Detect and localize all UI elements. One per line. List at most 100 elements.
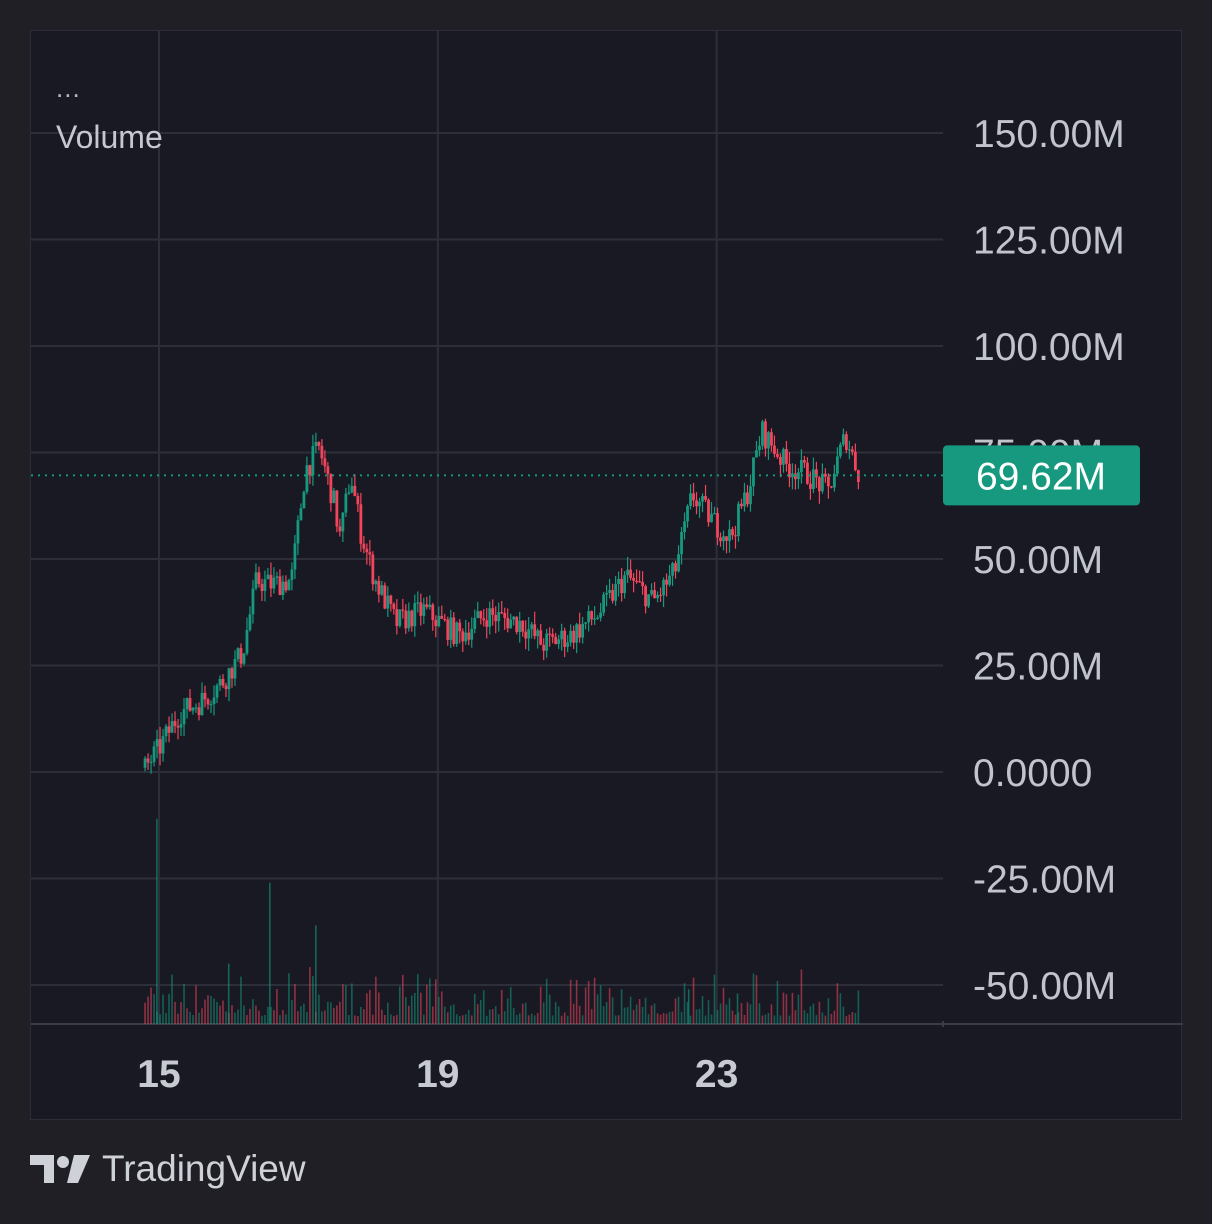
- candle-body: [146, 758, 150, 763]
- candle-body: [767, 432, 770, 449]
- candle-body: [569, 630, 573, 643]
- candle-body: [317, 442, 321, 446]
- candle-body: [500, 612, 504, 614]
- candle-body: [281, 581, 285, 596]
- candle-body: [692, 493, 695, 501]
- candle-body: [542, 644, 546, 651]
- candle-body: [212, 697, 216, 705]
- y-tick-label: 50.00M: [973, 539, 1103, 582]
- candle-body: [803, 460, 806, 463]
- candle-body: [785, 449, 788, 464]
- candle-body: [332, 490, 336, 504]
- legend-menu-dots[interactable]: ...: [56, 73, 81, 103]
- candle-body: [656, 594, 659, 599]
- candle-body: [170, 721, 174, 733]
- candle-body: [242, 653, 246, 664]
- candle-body: [713, 513, 716, 515]
- candle-body: [470, 628, 474, 640]
- candle-body: [329, 473, 333, 504]
- candle-body: [344, 493, 348, 513]
- candle-body: [458, 622, 462, 632]
- candle-body: [452, 617, 456, 644]
- candle-body: [653, 590, 656, 599]
- candle-body: [515, 616, 519, 632]
- candle-body: [614, 584, 618, 601]
- candle-body: [251, 588, 255, 615]
- candle-body: [605, 592, 609, 595]
- candle-body: [236, 648, 240, 659]
- candle-body: [545, 633, 549, 651]
- candle-body: [371, 554, 375, 585]
- candle-body: [161, 736, 165, 754]
- candle-body: [320, 445, 324, 459]
- candle-body: [467, 632, 471, 640]
- candle-body: [152, 746, 156, 762]
- candle-body: [524, 631, 528, 639]
- candle-body: [200, 692, 204, 716]
- candle-body: [248, 614, 252, 631]
- candle-body: [494, 614, 498, 622]
- candle-body: [752, 457, 755, 487]
- candle-body: [740, 503, 743, 507]
- candle-body: [731, 529, 734, 536]
- chart-panel[interactable]: 150.00M125.00M100.00M75.00M50.00M25.00M0…: [30, 30, 1183, 1121]
- candle-body: [800, 460, 803, 473]
- candle-body: [368, 552, 372, 555]
- candle-body: [638, 580, 641, 583]
- candle-body: [590, 611, 594, 620]
- candle-body: [209, 704, 213, 706]
- candle-body: [506, 617, 510, 629]
- candle-body: [185, 698, 189, 710]
- candle-body: [425, 604, 429, 608]
- candle-body: [455, 622, 459, 644]
- candle-body: [665, 579, 668, 585]
- candle-body: [407, 610, 411, 629]
- candle-body: [698, 501, 701, 507]
- candle-body: [572, 630, 576, 643]
- candle-body: [464, 632, 468, 642]
- tradingview-attribution[interactable]: TradingView: [30, 1148, 306, 1190]
- candle-body: [824, 473, 827, 477]
- candle-body: [359, 504, 363, 544]
- candle-body: [347, 492, 351, 494]
- candle-body: [512, 616, 516, 620]
- candle-body: [659, 594, 662, 597]
- candle-body: [695, 500, 698, 507]
- candle-body: [413, 603, 417, 627]
- candle-body: [401, 609, 405, 611]
- candle-body: [461, 631, 465, 642]
- candle-body: [473, 618, 477, 629]
- candle-body: [188, 698, 192, 711]
- candle-body: [335, 490, 339, 527]
- candle-body: [287, 580, 291, 591]
- candle-body: [491, 608, 495, 615]
- candle-body: [683, 521, 686, 533]
- candle-body: [776, 453, 779, 457]
- candle-body: [143, 758, 147, 768]
- candle-body: [179, 724, 183, 728]
- candle-body: [197, 707, 201, 716]
- candle-body: [476, 611, 480, 619]
- candle-body: [416, 602, 420, 604]
- candle-body: [497, 612, 501, 622]
- candle-body: [434, 619, 438, 627]
- candle-body: [293, 543, 297, 570]
- candle-body: [677, 554, 680, 572]
- candle-body: [431, 604, 435, 620]
- candle-body: [812, 469, 815, 489]
- candle-body: [608, 590, 612, 593]
- candle-body: [398, 609, 402, 627]
- candle-body: [536, 630, 540, 637]
- candle-body: [668, 575, 671, 585]
- candle-body: [176, 726, 180, 728]
- candle-body: [383, 585, 387, 609]
- chart-canvas[interactable]: 150.00M125.00M100.00M75.00M50.00M25.00M0…: [31, 31, 1183, 1121]
- candle-body: [641, 581, 644, 587]
- candle-body: [797, 472, 800, 480]
- candle-body: [362, 543, 366, 549]
- candle-body: [707, 499, 710, 523]
- candle-body: [689, 493, 692, 506]
- candle-body: [290, 569, 294, 581]
- candle-body: [227, 668, 231, 690]
- candle-body: [272, 577, 276, 589]
